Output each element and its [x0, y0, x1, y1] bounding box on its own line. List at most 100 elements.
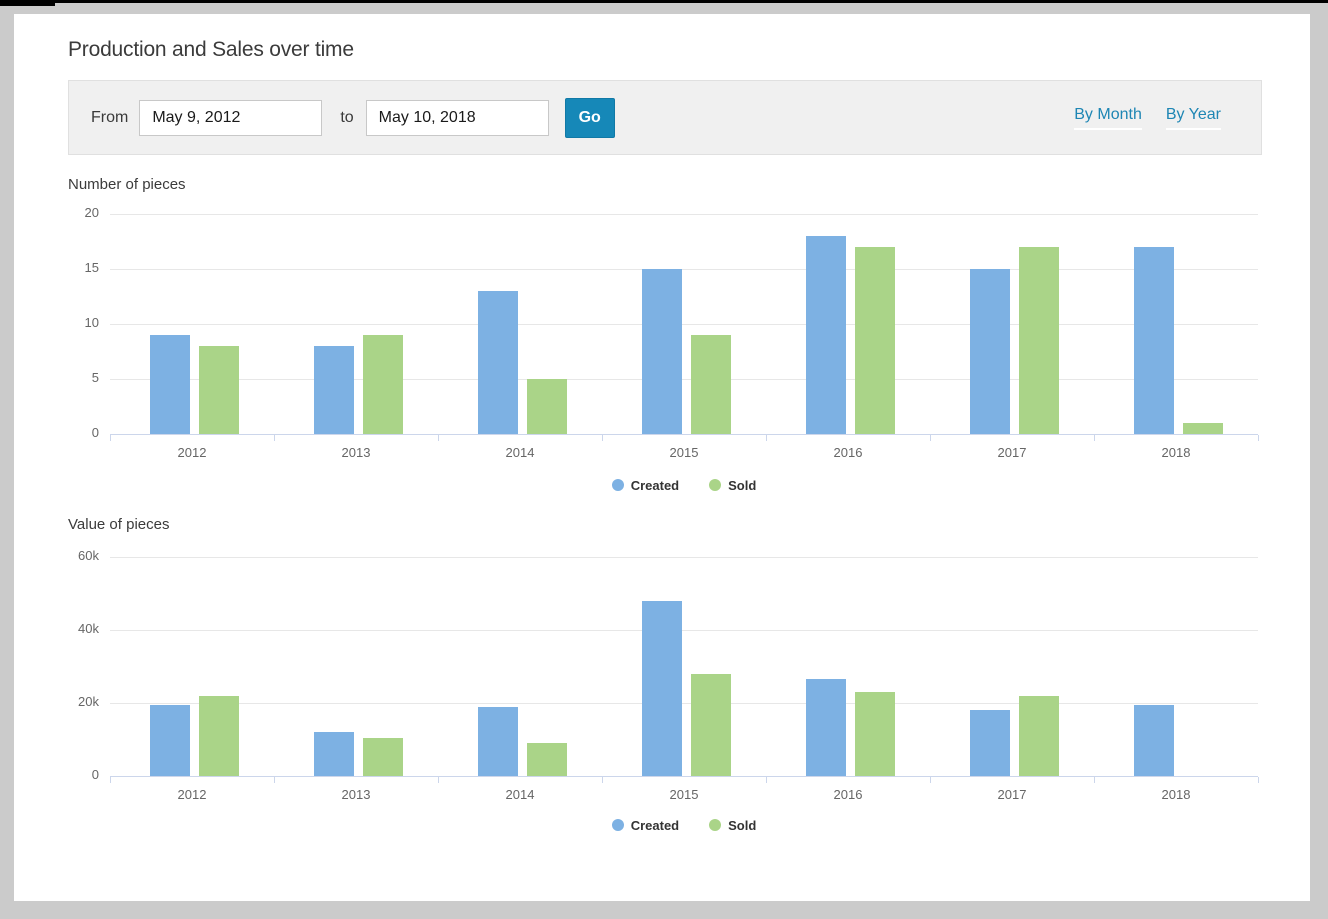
- legend-item-sold[interactable]: Sold: [709, 478, 756, 493]
- legend-item-created[interactable]: Created: [611, 817, 680, 833]
- legend-item-created[interactable]: Created: [611, 477, 680, 493]
- axis-tick: [110, 777, 111, 783]
- gridline: [110, 379, 1258, 380]
- x-axis-label: 2015: [669, 445, 699, 460]
- bar-created-2015[interactable]: [642, 269, 682, 434]
- bar-created-2012[interactable]: [150, 335, 190, 434]
- x-axis-label: 2016: [833, 787, 863, 802]
- by-year-link[interactable]: By Year: [1165, 106, 1221, 130]
- legend-item-sold[interactable]: Sold: [709, 818, 756, 833]
- bar-created-2013[interactable]: [314, 346, 354, 434]
- bar-sold-2017[interactable]: [1019, 247, 1059, 434]
- bar-created-2016[interactable]: [806, 236, 846, 434]
- bar-sold-2013[interactable]: [363, 737, 403, 776]
- y-axis-label: 5: [91, 370, 99, 385]
- bar-created-2017[interactable]: [970, 710, 1010, 776]
- window-top-left-edge: [0, 0, 55, 6]
- bar-created-2017[interactable]: [970, 269, 1010, 434]
- report-card: Production and Sales over time From to G…: [14, 14, 1310, 901]
- y-axis-label: 0: [91, 767, 99, 782]
- bar-sold-2012[interactable]: [199, 695, 239, 776]
- y-axis-label: 0: [91, 425, 99, 440]
- axis-tick: [766, 777, 767, 783]
- bar-sold-2015[interactable]: [691, 673, 731, 776]
- x-axis-label: 2014: [505, 787, 535, 802]
- bar-created-2018[interactable]: [1134, 247, 1174, 434]
- from-date-input[interactable]: [139, 99, 323, 136]
- legend-label-sold: Sold: [728, 477, 757, 493]
- bar-sold-2015[interactable]: [691, 335, 731, 434]
- bar-sold-2017[interactable]: [1019, 695, 1059, 776]
- chart-title-value-of-pieces: Value of pieces: [68, 516, 170, 533]
- sold-series-marker: [709, 479, 722, 491]
- axis-tick: [274, 777, 275, 783]
- created-series-marker: [611, 819, 624, 831]
- axis-tick: [1258, 777, 1259, 783]
- gridline: [110, 324, 1258, 325]
- chart-legend: Created Sold: [110, 476, 1258, 494]
- x-axis-line: [110, 434, 1258, 435]
- bar-created-2018[interactable]: [1134, 704, 1174, 776]
- value-of-pieces-chart: 0 20k 40k 60k 2012 2013 2014 2015 2016 2017 2018: [14, 548, 1310, 807]
- by-month-link[interactable]: By Month: [1074, 106, 1142, 130]
- y-axis-label: 10: [84, 315, 99, 330]
- x-axis-label: 2012: [177, 445, 207, 460]
- x-axis-label: 2012: [177, 787, 207, 802]
- bar-sold-2014[interactable]: [527, 379, 567, 434]
- axis-tick: [766, 435, 767, 441]
- number-of-pieces-chart: 0 5 10 15 20 2012 2013 2014 2015 2016 2017 2018: [14, 205, 1310, 464]
- bar-sold-2014[interactable]: [527, 743, 567, 776]
- legend-label-created: Created: [630, 477, 680, 493]
- gridline: [110, 214, 1258, 215]
- x-axis-label: 2016: [833, 445, 863, 460]
- bar-sold-2013[interactable]: [363, 335, 403, 434]
- from-label: From: [91, 108, 129, 126]
- bar-created-2013[interactable]: [314, 732, 354, 776]
- bar-created-2012[interactable]: [150, 704, 190, 776]
- bar-sold-2016[interactable]: [855, 247, 895, 434]
- axis-tick: [438, 435, 439, 441]
- axis-tick: [930, 777, 931, 783]
- gridline: [110, 269, 1258, 270]
- x-axis-label: 2015: [669, 787, 699, 802]
- bar-sold-2012[interactable]: [199, 346, 239, 434]
- bar-created-2014[interactable]: [478, 291, 518, 434]
- date-filter-bar: From to Go By Month By Year: [68, 80, 1262, 155]
- x-axis-label: 2018: [1161, 445, 1191, 460]
- created-series-marker: [611, 479, 624, 491]
- legend-label-created: Created: [630, 817, 680, 833]
- x-axis-label: 2013: [341, 445, 371, 460]
- x-axis-label: 2013: [341, 787, 371, 802]
- axis-tick: [438, 777, 439, 783]
- axis-tick: [1258, 435, 1259, 441]
- bar-sold-2016[interactable]: [855, 692, 895, 776]
- page-title: Production and Sales over time: [68, 38, 354, 61]
- x-axis-line: [110, 776, 1258, 777]
- chart-legend: Created Sold: [110, 816, 1258, 834]
- x-axis-label: 2018: [1161, 787, 1191, 802]
- go-button[interactable]: Go: [564, 97, 615, 138]
- legend-label-sold: Sold: [728, 817, 757, 833]
- gridline: [110, 703, 1258, 704]
- gridline: [110, 557, 1258, 558]
- x-axis-label: 2017: [997, 445, 1027, 460]
- x-axis-label: 2017: [997, 787, 1027, 802]
- to-label: to: [340, 108, 354, 126]
- y-axis-label: 15: [84, 260, 99, 275]
- axis-tick: [1094, 777, 1095, 783]
- x-axis-label: 2014: [505, 445, 535, 460]
- chart-title-number-of-pieces: Number of pieces: [68, 176, 186, 193]
- bar-created-2015[interactable]: [642, 600, 682, 776]
- bar-created-2014[interactable]: [478, 706, 518, 776]
- to-date-input[interactable]: [365, 99, 549, 136]
- axis-tick: [110, 435, 111, 441]
- y-axis-label: 20k: [78, 694, 99, 709]
- bar-sold-2018[interactable]: [1183, 423, 1223, 434]
- axis-tick: [1094, 435, 1095, 441]
- bar-created-2016[interactable]: [806, 679, 846, 776]
- axis-tick: [930, 435, 931, 441]
- sold-series-marker: [709, 819, 722, 831]
- gridline: [110, 630, 1258, 631]
- axis-tick: [602, 435, 603, 441]
- axis-tick: [274, 435, 275, 441]
